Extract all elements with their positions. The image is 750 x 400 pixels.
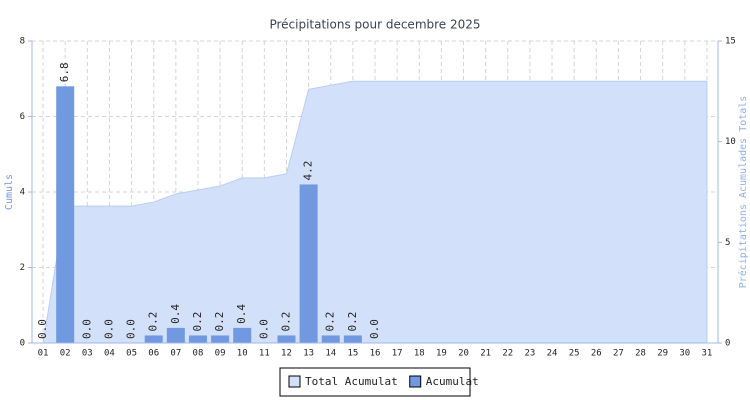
data-label: 0.4 [169,304,182,324]
x-tick-label: 15 [347,349,358,359]
data-label: 0.0 [368,319,381,339]
x-tick-label: 13 [303,349,314,359]
legend-swatch [288,375,301,388]
data-label: 0.2 [191,312,204,332]
x-tick-label: 16 [370,349,381,359]
x-tick-label: 18 [414,349,425,359]
legend-swatch [409,375,422,388]
x-tick-label: 23 [524,349,535,359]
bar [343,335,362,343]
y2-tick-label: 10 [725,137,736,147]
x-tick-label: 26 [591,349,602,359]
x-tick-label: 09 [215,349,226,359]
x-tick-label: 19 [436,349,447,359]
bar [166,327,185,343]
y2-tick-label: 0 [725,339,730,349]
y-tick-label: 2 [20,263,25,273]
data-label: 0.4 [235,304,248,324]
legend-label: Total Acumulat [305,375,398,388]
y2-tick-label: 5 [725,238,730,248]
data-label: 0.2 [346,312,359,332]
bar [299,184,318,343]
x-tick-label: 06 [148,349,159,359]
x-tick-label: 02 [60,349,71,359]
x-tick-label: 07 [170,349,181,359]
y-tick-label: 4 [20,188,25,198]
x-tick-label: 12 [281,349,292,359]
y-tick-label: 6 [20,112,25,122]
x-tick-label: 01 [38,349,49,359]
data-label: 4.2 [302,161,315,181]
legend-label: Acumulat [426,375,479,388]
data-label: 0.2 [324,312,337,332]
chart-title: Précipitations pour decembre 2025 [269,18,480,32]
x-tick-label: 21 [480,349,491,359]
y-tick-label: 8 [20,37,25,47]
data-label: 0.2 [213,312,226,332]
y-axis-label: Cumuls [4,174,15,210]
bar [277,335,296,343]
bar [56,86,75,344]
bar [233,327,252,343]
bar [211,335,230,343]
x-tick-label: 24 [547,349,558,359]
data-label: 0.0 [257,319,270,339]
x-tick-label: 05 [126,349,137,359]
x-tick-label: 17 [392,349,403,359]
area [42,80,708,344]
data-label: 0.0 [102,319,115,339]
y-tick-label: 0 [20,339,25,349]
bar [321,335,340,343]
x-tick-label: 27 [613,349,624,359]
x-tick-label: 30 [679,349,690,359]
data-label: 0.2 [279,312,292,332]
x-tick-label: 14 [325,349,336,359]
y2-axis-label: Précipitations Acumulades Totals [737,96,749,289]
x-tick-label: 22 [502,349,513,359]
data-label: 6.8 [58,62,71,82]
x-tick-label: 04 [104,349,115,359]
data-label: 0.0 [36,319,49,339]
data-label: 0.0 [125,319,138,339]
x-tick-label: 28 [635,349,646,359]
x-tick-label: 08 [193,349,204,359]
data-label: 0.2 [147,312,160,332]
legend-box [279,367,471,397]
x-tick-label: 25 [569,349,580,359]
x-tick-label: 11 [259,349,270,359]
bar [144,335,163,343]
x-tick-label: 20 [458,349,469,359]
x-tick-label: 29 [657,349,668,359]
y2-tick-label: 15 [725,37,736,47]
bar [188,335,207,343]
x-tick-label: 10 [237,349,248,359]
x-tick-label: 03 [82,349,93,359]
x-tick-label: 31 [702,349,713,359]
data-label: 0.0 [80,319,93,339]
